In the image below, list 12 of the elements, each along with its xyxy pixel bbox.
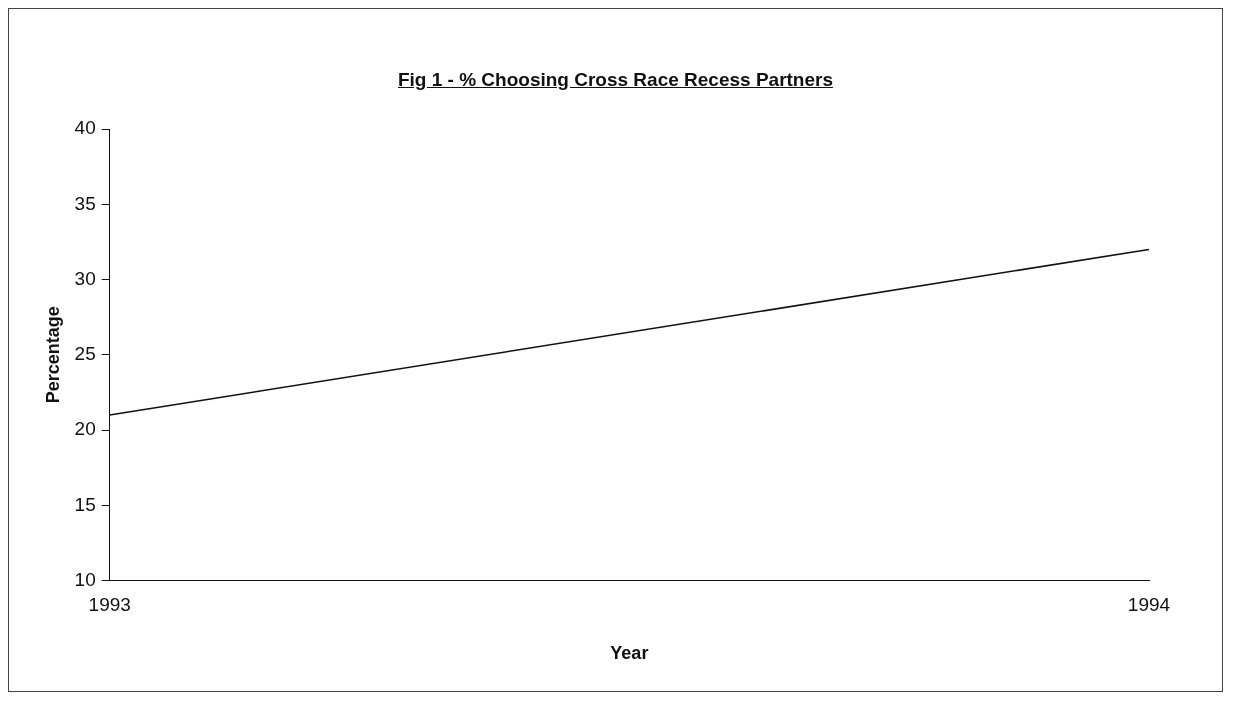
x-tick-label: 1993 <box>88 594 131 616</box>
y-tick-label: 30 <box>74 267 96 289</box>
x-tick-label: 1994 <box>1127 594 1171 616</box>
y-tick-label: 20 <box>74 418 96 440</box>
x-axis-title: Year <box>610 643 649 664</box>
y-tick-label: 40 <box>74 117 96 139</box>
y-tick-label: 35 <box>74 192 96 214</box>
y-tick-label: 10 <box>74 568 96 590</box>
y-axis-title: Percentage <box>42 306 63 404</box>
y-tick-label: 25 <box>74 343 96 365</box>
chart-title: Fig 1 - % Choosing Cross Race Recess Partners <box>397 69 834 90</box>
y-tick-label: 15 <box>74 493 96 515</box>
